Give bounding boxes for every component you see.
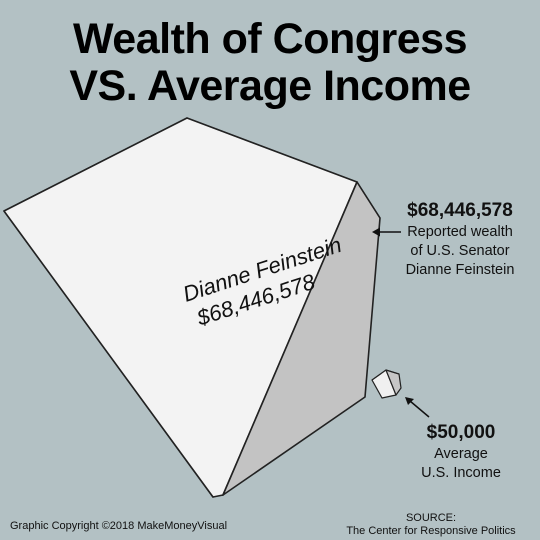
- source-credit: SOURCE: The Center for Responsive Politi…: [330, 512, 532, 538]
- source-label: SOURCE:: [405, 512, 457, 524]
- small-cube-top-face: [371, 369, 400, 381]
- big-cube-arrow-head: [372, 227, 380, 237]
- small-cube-arrow-head: [405, 397, 414, 405]
- big-cube-top-face: [186, 117, 381, 219]
- source-name: The Center for Responsive Politics: [346, 525, 516, 537]
- big-cube-annotation-line-1: Reported wealth: [407, 224, 513, 240]
- small-cube-annotation-value: $50,000: [426, 422, 496, 443]
- small-cube-annotation: $50,000 Average U.S. Income: [398, 421, 524, 483]
- small-cube-arrow-line: [409, 400, 430, 418]
- small-cube-annotation-line-2: U.S. Income: [421, 465, 501, 481]
- chart-title-line-2: VS. Average Income: [69, 62, 471, 110]
- copyright-text: Graphic Copyright ©2018 MakeMoneyVisual: [10, 520, 228, 532]
- big-cube-annotation-value: $68,446,578: [407, 200, 513, 221]
- chart-title-line-1: Wealth of Congress: [73, 15, 467, 63]
- big-cube-annotation: $68,446,578 Reported wealth of U.S. Sena…: [392, 199, 528, 280]
- big-cube-annotation-line-3: Dianne Feinstein: [405, 262, 515, 278]
- small-cube-annotation-line-1: Average: [434, 446, 488, 462]
- big-cube-annotation-line-2: of U.S. Senator: [410, 243, 510, 259]
